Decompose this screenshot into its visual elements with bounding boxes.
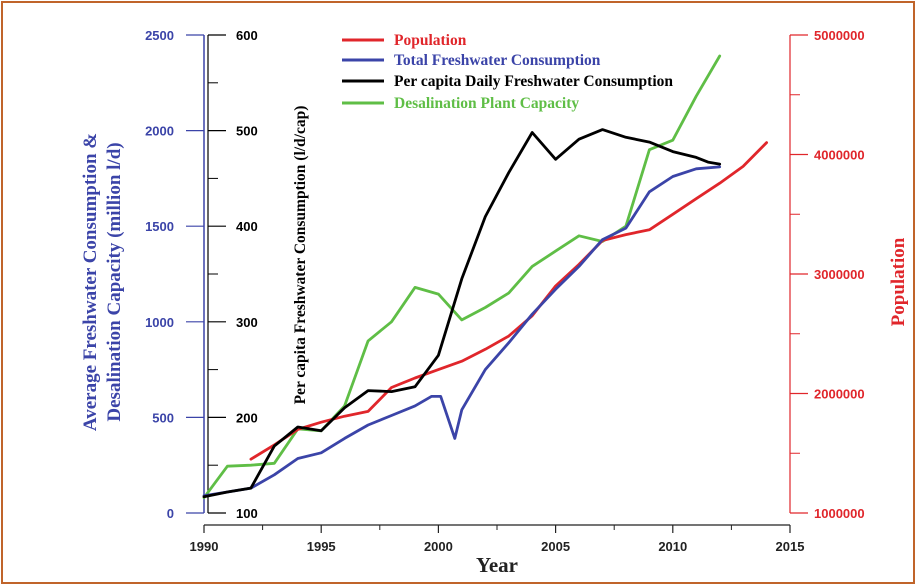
left-outer-tick-label: 2500 [145, 28, 174, 43]
left-outer-axis-title-line: Desalination Capacity (million l/d) [104, 142, 125, 421]
left-outer-tick-label: 0 [167, 506, 174, 521]
left-inner-tick-label: 100 [236, 506, 258, 521]
x-tick-label: 1995 [307, 539, 336, 554]
left-inner-tick-label: 200 [236, 410, 258, 425]
legend-label: Population [394, 32, 467, 49]
series-line-population [249, 141, 768, 461]
legend-label: Total Freshwater Consumption [394, 52, 601, 69]
right-tick-label: 3000000 [814, 267, 865, 282]
x-tick-label: 1990 [190, 539, 219, 554]
x-axis-title: Year [476, 553, 518, 577]
left-inner-tick-label: 500 [236, 124, 258, 139]
left-outer-tick-label: 2000 [145, 124, 174, 139]
right-axis-title: Population [888, 237, 909, 326]
x-tick-label: 2010 [658, 539, 687, 554]
right-tick-label: 5000000 [814, 28, 865, 43]
left-outer-axis-title: Average Freshwater Consumption & Desalina… [80, 133, 125, 431]
left-outer-tick-label: 500 [152, 410, 174, 425]
x-tick-label: 2015 [776, 539, 805, 554]
x-tick-label: 2000 [424, 539, 453, 554]
x-tick-label: 2005 [541, 539, 570, 554]
left-inner-tick-label: 400 [236, 219, 258, 234]
legend-label: Per capita Daily Freshwater Consumption [394, 73, 673, 90]
legend-label: Desalination Plant Capacity [394, 95, 579, 112]
series-line-desalination-plant-capacity [202, 54, 722, 500]
series-line-per-capita-daily-freshwater-consumption [202, 128, 722, 499]
left-outer-axis-title-line: Average Freshwater Consumption & [80, 133, 101, 431]
right-tick-label: 4000000 [814, 148, 865, 163]
series-line-total-freshwater-consumption [202, 165, 722, 498]
right-tick-label: 1000000 [814, 506, 865, 521]
left-inner-tick-label: 600 [236, 28, 258, 43]
left-outer-tick-label: 1500 [145, 219, 174, 234]
left-inner-tick-label: 300 [236, 315, 258, 330]
left-outer-tick-label: 1000 [145, 315, 174, 330]
right-tick-label: 2000000 [814, 387, 865, 402]
left-inner-axis-title: Per capita Freshwater Consumption (l/d/c… [292, 106, 309, 405]
